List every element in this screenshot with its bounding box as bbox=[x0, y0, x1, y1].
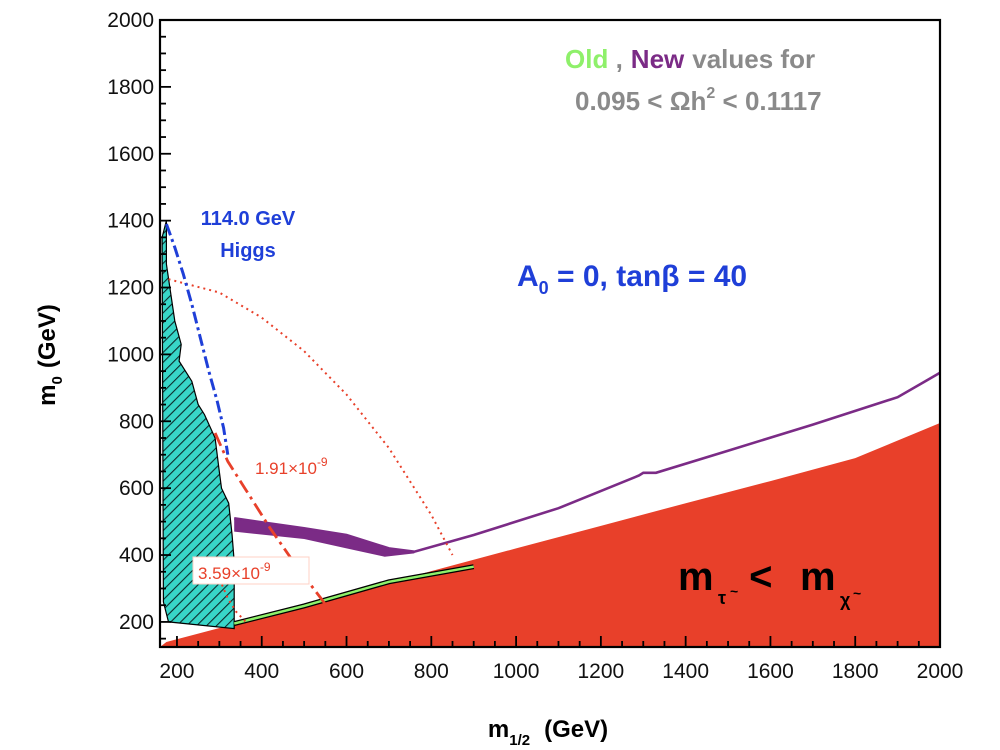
region-right-sub: χ bbox=[840, 590, 851, 610]
y-tick-label: 2000 bbox=[107, 9, 154, 32]
y-tick-label: 1600 bbox=[107, 143, 154, 166]
axes: 200 400 600 800 1000 1200 1400 1600 1800 2000 200 4… bbox=[107, 9, 963, 683]
param-rest: = 0, tanβ = 40 bbox=[549, 260, 747, 293]
y-tick-label: 1000 bbox=[107, 343, 154, 366]
region-left-sub: τ bbox=[718, 588, 726, 608]
y-axis-title: m0 (GeV) bbox=[34, 304, 66, 406]
param-label: A0 = 0, tanβ = 40 bbox=[517, 260, 747, 298]
legend-line1: Old , New values for bbox=[565, 44, 815, 74]
gm2-upper-label: 1.91×10-9 bbox=[255, 455, 328, 478]
param-a-sub: 0 bbox=[539, 278, 549, 298]
y-tick-label: 1400 bbox=[107, 210, 154, 233]
gm2-lower-label: 3.59×10-9 bbox=[198, 560, 271, 583]
old-relic-strip bbox=[233, 565, 474, 625]
legend-old: Old bbox=[565, 44, 608, 74]
y-axis-main: m bbox=[34, 385, 61, 406]
gm2-upper-value: 1.91×10 bbox=[255, 459, 317, 478]
higgs-label-line2: Higgs bbox=[220, 240, 276, 262]
x-axis-sub: 1/2 bbox=[509, 732, 530, 749]
new-relic-band-line bbox=[234, 371, 940, 554]
higgs-label-line1: 114.0 GeV bbox=[201, 208, 296, 230]
region-op: < bbox=[738, 555, 784, 599]
y-tick-label: 200 bbox=[119, 611, 154, 634]
x-tick-label: 1800 bbox=[832, 660, 879, 683]
x-tick-label: 400 bbox=[244, 660, 279, 683]
x-tick-label: 800 bbox=[414, 660, 449, 683]
y-tick-label: 1200 bbox=[107, 277, 154, 300]
y-tick-label: 600 bbox=[119, 477, 154, 500]
y-tick-label: 800 bbox=[119, 410, 154, 433]
x-tick-label: 1000 bbox=[493, 660, 540, 683]
x-tick-label: 1600 bbox=[747, 660, 794, 683]
gm2-contour-1p91 bbox=[168, 278, 454, 556]
x-axis-main: m bbox=[488, 716, 509, 743]
y-axis-units: (GeV) bbox=[34, 304, 61, 368]
region-right-m: m bbox=[800, 555, 836, 599]
x-axis-title: m1/2 (GeV) bbox=[488, 716, 608, 749]
higgs-114-contour bbox=[164, 223, 230, 455]
gm2-lower-exp: -9 bbox=[260, 560, 271, 574]
x-tick-label: 200 bbox=[159, 660, 194, 683]
legend-range-sup: 2 bbox=[706, 85, 715, 102]
y-tick-label: 1800 bbox=[107, 76, 154, 99]
stau-region-label: m τ ~ < m χ ~ bbox=[678, 555, 861, 610]
plot-frame bbox=[158, 18, 942, 649]
gm2-lower-label-bg bbox=[192, 556, 310, 585]
x-tick-label: 1400 bbox=[662, 660, 709, 683]
x-tick-label: 2000 bbox=[917, 660, 964, 683]
gm2-upper-label-bg bbox=[250, 452, 362, 479]
stau-lsp-region bbox=[160, 423, 940, 647]
y-tick-label: 400 bbox=[119, 544, 154, 567]
region-left-tilde: ~ bbox=[730, 583, 738, 599]
legend-new: New bbox=[631, 44, 685, 74]
legend-line2: 0.095 < Ωh2 < 0.1117 bbox=[575, 85, 822, 116]
region-right-tilde: ~ bbox=[853, 585, 861, 601]
legend-range: 0.095 < Ωh bbox=[575, 86, 706, 116]
legend-range-end: < 0.1117 bbox=[715, 86, 821, 116]
gm2-lower-value: 3.59×10 bbox=[198, 564, 260, 583]
x-axis-units: (GeV) bbox=[544, 716, 608, 743]
new-relic-band-fill bbox=[234, 518, 415, 557]
param-a: A bbox=[517, 260, 539, 293]
y-axis-sub: 0 bbox=[49, 376, 66, 384]
x-tick-label: 600 bbox=[329, 660, 364, 683]
x-tick-label: 1200 bbox=[578, 660, 625, 683]
legend-rest: values for bbox=[692, 44, 815, 74]
legend-sep: , bbox=[608, 44, 622, 74]
gm2-contour-3p59 bbox=[213, 432, 340, 623]
region-left-m: m bbox=[678, 555, 714, 599]
gm2-upper-exp: -9 bbox=[317, 455, 328, 469]
